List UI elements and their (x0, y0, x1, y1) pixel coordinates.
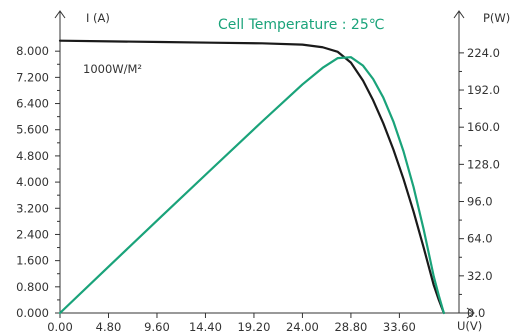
current-curve-line (58, 39, 445, 315)
y-left-tick-label: 6.400 (16, 97, 49, 111)
y-left-tick-label: 4.800 (16, 149, 49, 163)
x-axis-title: U(V) (457, 319, 482, 333)
y-right-tick-label: 224.0 (467, 46, 500, 60)
y-right-tick-label: 0.0 (467, 306, 485, 320)
y-left-tick-label: 3.200 (16, 201, 49, 215)
y-left-tick-label: 1.600 (16, 254, 49, 268)
y-right-tick-label: 96.0 (467, 195, 493, 209)
y-left-tick-label: 2.400 (16, 227, 49, 241)
power-curve-line (58, 56, 445, 315)
y-right-tick-label: 128.0 (467, 157, 500, 171)
y-right-tick-label: 32.0 (467, 269, 493, 283)
y-left-tick-label: 8.000 (16, 44, 49, 58)
y-right-axis-arrow (453, 10, 465, 19)
y-left-tick-label: 0.000 (16, 306, 49, 320)
y-left-axis-arrow (54, 10, 66, 19)
x-tick-label: 14.40 (189, 320, 222, 334)
y-left-tick-label: 4.000 (16, 175, 49, 189)
x-tick-label: 9.60 (144, 320, 170, 334)
axes-layer (54, 10, 475, 319)
y-left-tick-label: 5.600 (16, 123, 49, 137)
y-right-tick-label: 192.0 (467, 83, 500, 97)
x-axis-arrow (466, 307, 475, 319)
chart-title: Cell Temperature : 25℃ (218, 17, 384, 33)
y-left-tick-label: 7.200 (16, 70, 49, 84)
ticks-layer: 0.000 0.800 1.600 2.400 3.200 4.000 4.800 5.600… (16, 44, 500, 334)
y-left-axis-title: I (A) (86, 11, 110, 25)
x-tick-label: 33.60 (383, 320, 416, 334)
y-left-tick-label: 0.800 (16, 280, 49, 294)
series-layer (58, 39, 445, 315)
y-right-tick-label: 160.0 (467, 120, 500, 134)
x-tick-label: 19.20 (237, 320, 270, 334)
y-right-axis-title: P(W) (483, 11, 510, 25)
x-tick-label: 28.80 (334, 320, 367, 334)
irradiance-annotation: 1000W/M² (83, 62, 142, 76)
x-tick-label: 4.80 (96, 320, 122, 334)
x-tick-label: 0.00 (47, 320, 73, 334)
y-right-tick-label: 64.0 (467, 232, 493, 246)
x-tick-label: 24.00 (286, 320, 319, 334)
